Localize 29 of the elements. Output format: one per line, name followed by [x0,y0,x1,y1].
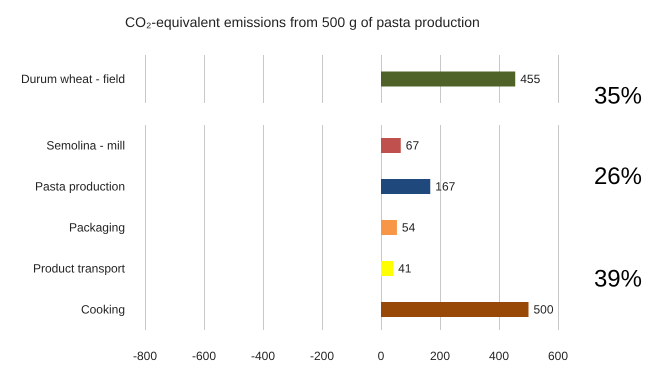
text: 26% [594,162,642,190]
bar [381,220,397,235]
data-label: 41 [398,262,412,276]
x-tick-label: 400 [488,349,510,363]
data-label: 500 [534,302,554,316]
bar [381,302,528,317]
bar [381,179,430,194]
text: 39% [594,265,642,292]
text: 35% [594,82,642,110]
y-tick-label: Pasta production [34,180,125,194]
x-tick-label: -200 [310,349,334,363]
data-label: 167 [435,180,456,194]
y-tick-label: Semolina - mill [46,138,125,152]
x-tick-label: 600 [548,349,568,363]
x-tick-label: 0 [378,349,385,363]
data-label: 67 [406,138,420,152]
bar [381,261,394,276]
x-tick-label: -800 [132,349,158,363]
x-tick-label: -400 [250,349,276,363]
data-label: 455 [520,72,541,86]
x-tick-label: 200 [430,349,450,363]
y-tick-label: Packaging [68,220,125,234]
x-tick-label: -600 [192,349,216,363]
y-tick-label: Product transport [32,262,126,276]
y-tick-label: Cooking [80,302,125,316]
y-tick-label: Durum wheat - field [20,72,125,86]
bar [381,138,401,153]
chart-title: CO₂-equivalent emissions from 500 g of pasta production [125,14,480,30]
data-label: 54 [402,220,416,234]
